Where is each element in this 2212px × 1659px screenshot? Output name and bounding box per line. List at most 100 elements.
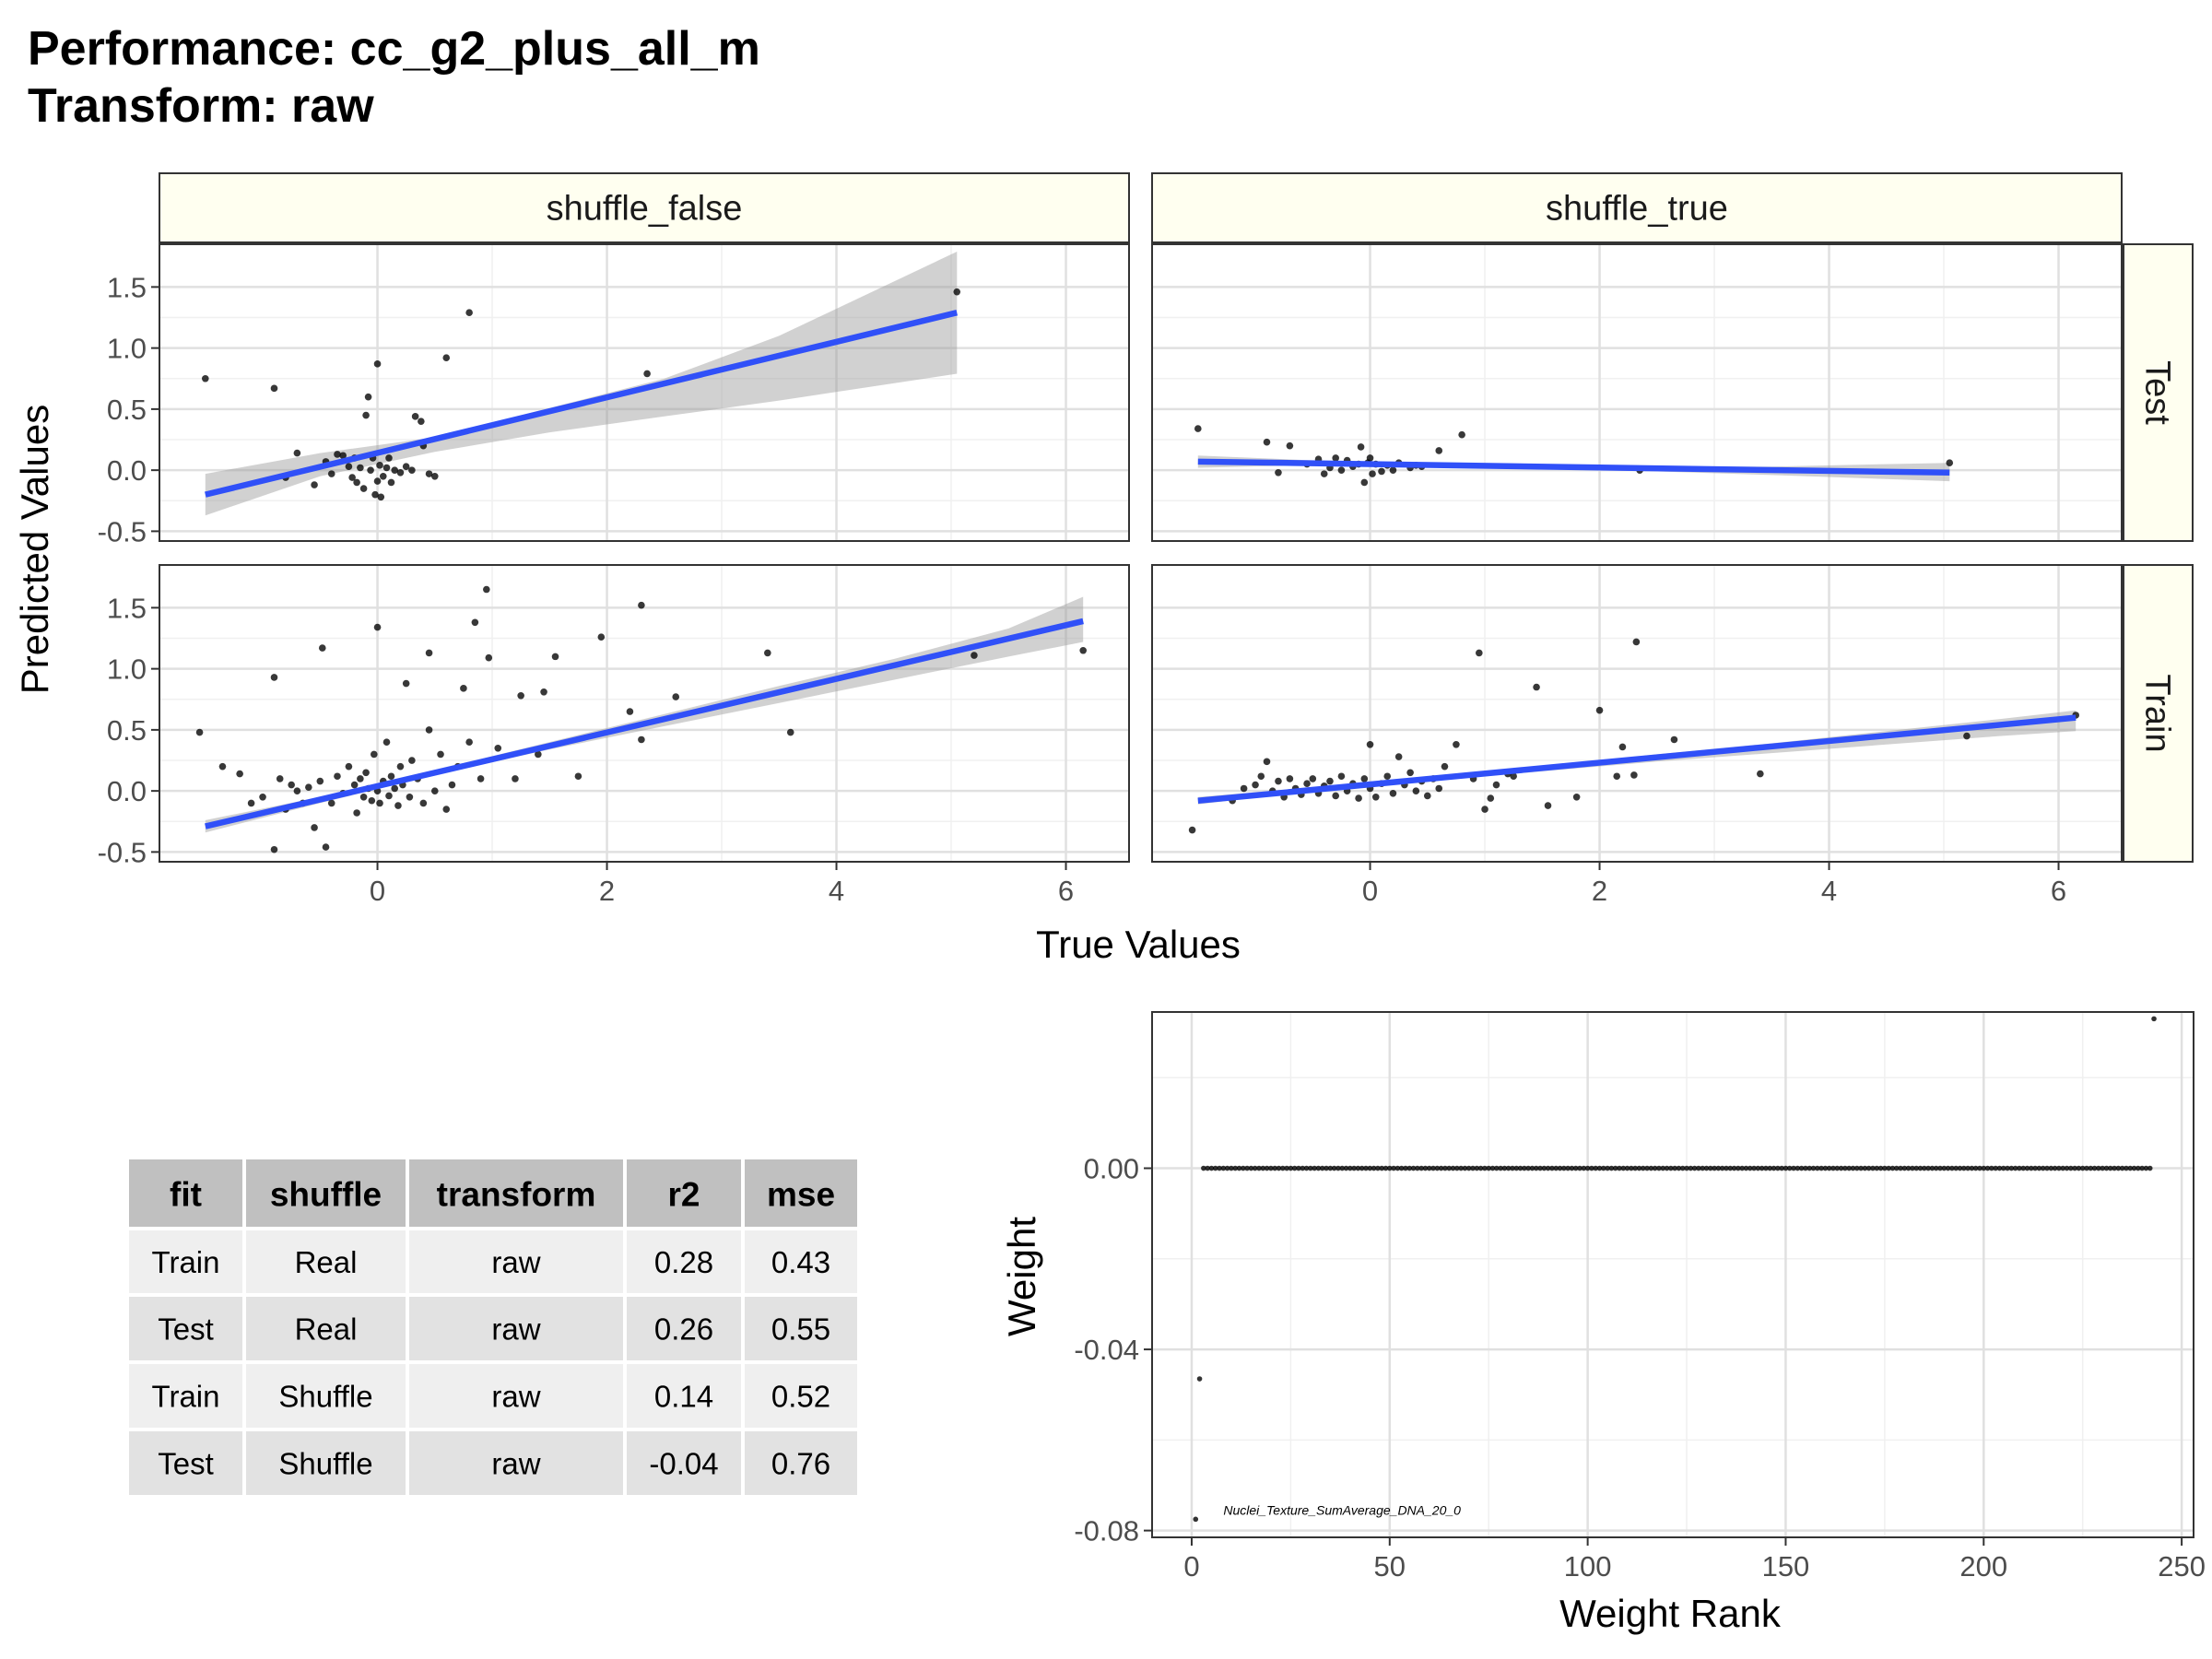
data-point bbox=[477, 775, 485, 782]
weight-point bbox=[1549, 1165, 1555, 1171]
weight-point bbox=[2000, 1165, 2006, 1171]
weight-point bbox=[1224, 1165, 1230, 1171]
y-tick-label: 1.0 bbox=[107, 333, 147, 365]
weight-point bbox=[1850, 1165, 1856, 1171]
data-point bbox=[408, 466, 416, 474]
data-point bbox=[218, 762, 227, 771]
weight-point bbox=[1241, 1165, 1246, 1171]
weight-point bbox=[1818, 1165, 1824, 1171]
weight-point bbox=[1937, 1165, 1943, 1171]
weight-point bbox=[2112, 1165, 2117, 1171]
weight-point bbox=[1229, 1165, 1234, 1171]
x-tick-label: 4 bbox=[1821, 875, 1837, 907]
data-point bbox=[1670, 735, 1678, 744]
data-point bbox=[359, 793, 368, 801]
weight-point bbox=[1205, 1165, 1210, 1171]
weight-point bbox=[1893, 1165, 1900, 1171]
y-tick-label: 1.5 bbox=[107, 592, 147, 624]
weight-point bbox=[1989, 1165, 1994, 1171]
data-point bbox=[357, 464, 364, 472]
weight-point bbox=[2060, 1165, 2066, 1171]
weight-point bbox=[1284, 1165, 1289, 1171]
data-point bbox=[377, 493, 385, 501]
data-point bbox=[1366, 454, 1374, 462]
table-cell-bg bbox=[745, 1230, 857, 1293]
data-point bbox=[672, 693, 680, 700]
weight-point bbox=[1922, 1165, 1927, 1171]
data-point bbox=[339, 452, 347, 460]
weight-point bbox=[1438, 1165, 1444, 1171]
data-point bbox=[437, 750, 444, 759]
weight-point bbox=[1288, 1165, 1294, 1171]
data-point bbox=[1194, 425, 1202, 432]
weight-point bbox=[1910, 1165, 1915, 1171]
data-point bbox=[1240, 784, 1248, 793]
data-point bbox=[382, 738, 391, 746]
weight-point bbox=[1889, 1165, 1896, 1171]
data-point bbox=[406, 793, 414, 801]
x-tick-label: 0 bbox=[1362, 875, 1378, 907]
weight-point bbox=[1541, 1165, 1547, 1171]
regression-line bbox=[205, 310, 959, 498]
regression-line bbox=[205, 618, 1084, 830]
data-point bbox=[643, 370, 651, 378]
weight-point bbox=[1656, 1165, 1662, 1171]
data-point bbox=[1303, 780, 1311, 787]
weight-point bbox=[1981, 1165, 1987, 1171]
weight-point bbox=[1858, 1165, 1864, 1171]
table-cell-bg bbox=[129, 1364, 242, 1428]
x-tick-label: 6 bbox=[2051, 875, 2066, 907]
weight-point bbox=[1929, 1165, 1936, 1171]
weight-point bbox=[1898, 1165, 1903, 1171]
weight-point bbox=[1960, 1165, 1967, 1171]
data-point bbox=[1613, 772, 1621, 781]
table-cell-bg bbox=[246, 1431, 406, 1495]
weight-point bbox=[1565, 1165, 1571, 1171]
data-point bbox=[1412, 787, 1420, 794]
data-point bbox=[1441, 762, 1449, 771]
data-point bbox=[385, 454, 393, 462]
data-point bbox=[396, 468, 405, 477]
weight-panel-background bbox=[1152, 1012, 2194, 1537]
weight-point bbox=[1193, 1516, 1199, 1523]
data-point bbox=[638, 735, 645, 744]
data-point bbox=[1252, 781, 1259, 789]
weight-point bbox=[1886, 1165, 1891, 1171]
data-point bbox=[535, 750, 542, 759]
weight-point bbox=[1248, 1165, 1254, 1171]
weight-point bbox=[2005, 1165, 2010, 1171]
data-point bbox=[1357, 443, 1365, 451]
x-tick-label: 0 bbox=[1183, 1550, 1199, 1583]
table-header-cell bbox=[627, 1159, 741, 1227]
panel-shuffle_true-Train bbox=[1151, 564, 2123, 863]
data-point bbox=[1572, 793, 1581, 801]
data-point bbox=[376, 462, 383, 469]
y-tick-label: 1.5 bbox=[107, 271, 147, 303]
weight-point bbox=[1688, 1165, 1694, 1171]
weight-point bbox=[1450, 1165, 1456, 1171]
data-point bbox=[373, 477, 382, 485]
weight-point bbox=[1724, 1165, 1729, 1171]
weight-point bbox=[2024, 1165, 2030, 1171]
weight-point bbox=[2151, 1016, 2157, 1022]
table-cell-bg bbox=[129, 1431, 242, 1495]
data-point bbox=[1371, 793, 1380, 801]
weight-point bbox=[2052, 1165, 2058, 1171]
data-point bbox=[311, 481, 318, 488]
data-point bbox=[1435, 447, 1443, 454]
row-strip-box bbox=[2123, 564, 2194, 863]
weight-point bbox=[1308, 1165, 1313, 1171]
data-point bbox=[411, 413, 419, 420]
data-point bbox=[362, 411, 370, 419]
weight-point bbox=[1612, 1165, 1618, 1171]
table-cell-bg bbox=[627, 1230, 741, 1293]
weight-point bbox=[2100, 1165, 2105, 1171]
table-header-fit: fit bbox=[170, 1176, 202, 1214]
panel-border bbox=[1151, 243, 2123, 542]
y-tick-label: -0.08 bbox=[1074, 1515, 1139, 1547]
weight-point bbox=[1672, 1165, 1677, 1171]
weight-point bbox=[1577, 1165, 1583, 1171]
weight-point bbox=[1696, 1165, 1701, 1171]
data-point bbox=[359, 485, 368, 492]
